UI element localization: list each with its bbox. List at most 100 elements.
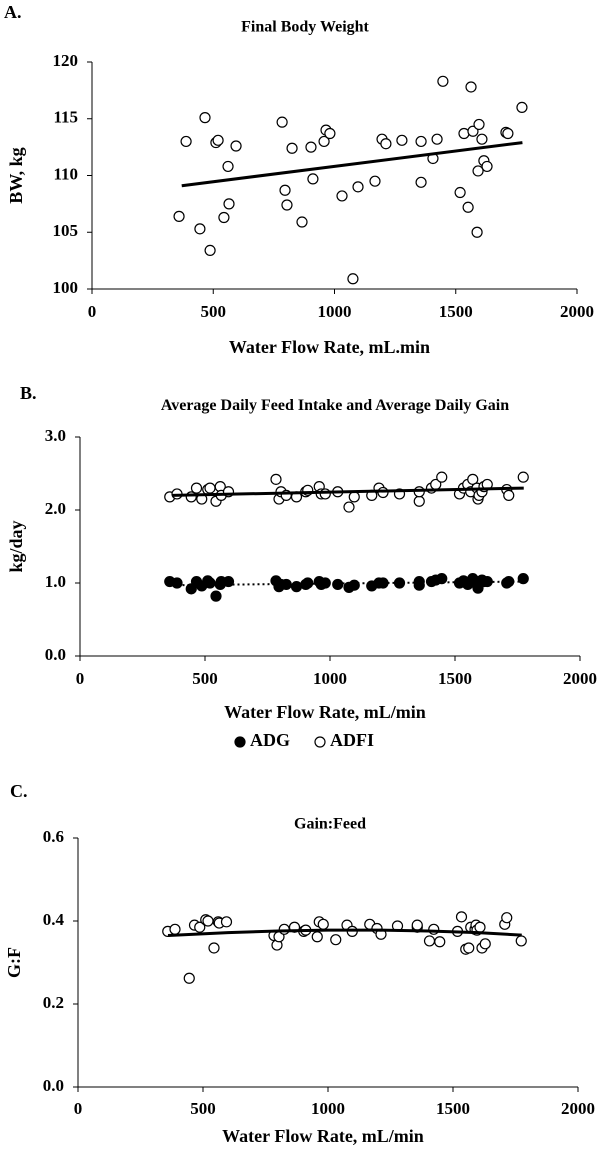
data-point — [220, 916, 233, 928]
data-point — [194, 223, 206, 235]
data-point — [212, 134, 224, 146]
data-point — [465, 81, 477, 93]
data-point — [307, 173, 319, 185]
data-point — [413, 495, 425, 507]
trend-line — [172, 486, 524, 497]
data-point — [380, 138, 392, 150]
x-axis-label: Water Flow Rate, mL/min — [222, 1126, 424, 1146]
data-point — [472, 165, 484, 177]
data-point — [330, 934, 342, 946]
x-tick-label: 500 — [192, 669, 218, 688]
data-point — [423, 935, 436, 947]
x-tick-label: 1500 — [439, 302, 473, 321]
y-tick-label: 120 — [53, 51, 79, 70]
data-point — [516, 101, 528, 114]
data-point — [415, 135, 427, 148]
data-point — [369, 175, 381, 187]
data-point — [204, 577, 216, 589]
data-point — [481, 160, 493, 173]
data-point — [208, 942, 220, 954]
data-point — [204, 482, 216, 494]
data-point — [458, 127, 470, 140]
data-point — [202, 915, 214, 927]
data-point — [230, 140, 242, 152]
data-point — [279, 184, 291, 196]
y-tick-label: 110 — [53, 164, 78, 183]
x-tick-label: 500 — [201, 302, 227, 321]
data-point — [463, 942, 475, 954]
data-point — [199, 112, 211, 124]
data-point — [270, 473, 282, 485]
data-point — [436, 573, 448, 585]
data-point — [348, 491, 360, 503]
data-point — [319, 488, 331, 500]
trend-line — [167, 928, 522, 938]
x-tick-label: 0 — [88, 302, 97, 321]
data-point — [223, 198, 235, 210]
data-point — [311, 931, 323, 943]
legend-marker — [314, 736, 326, 748]
data-point — [503, 489, 515, 501]
data-point — [415, 176, 427, 188]
x-tick-label: 1000 — [313, 669, 347, 688]
data-point — [348, 579, 360, 591]
data-point — [324, 127, 336, 140]
data-point — [218, 211, 230, 224]
data-point — [286, 142, 298, 154]
y-tick-label: 105 — [53, 221, 79, 240]
chart-title: Final Body Weight — [241, 19, 369, 36]
data-point — [481, 575, 493, 588]
data-point — [194, 921, 206, 933]
data-point — [222, 160, 234, 173]
data-point — [336, 190, 348, 202]
y-tick-label: 0.6 — [43, 827, 64, 846]
data-point — [467, 473, 479, 485]
legend-label: ADG — [250, 730, 290, 750]
data-point — [471, 226, 483, 238]
data-point — [517, 573, 529, 585]
data-point — [204, 244, 216, 257]
data-point — [454, 186, 466, 199]
y-tick-label: 2.0 — [45, 499, 66, 518]
x-tick-label: 1500 — [438, 669, 472, 688]
panel-label: B. — [20, 383, 37, 403]
y-tick-label: 0.2 — [43, 993, 64, 1012]
y-tick-label: 0.0 — [45, 645, 66, 664]
y-axis-label: BW, kg — [6, 147, 26, 203]
data-point — [437, 75, 449, 87]
data-point — [169, 923, 181, 935]
data-point — [396, 134, 408, 146]
data-point — [428, 923, 440, 935]
y-tick-label: 0.4 — [43, 910, 65, 929]
y-axis-label: kg/day — [6, 520, 26, 572]
x-axis-label: Water Flow Rate, mL/min — [224, 702, 426, 722]
x-axis-label: Water Flow Rate, mL.min — [229, 337, 430, 357]
y-tick-label: 0.0 — [43, 1076, 64, 1095]
data-point — [413, 575, 425, 588]
data-point — [183, 972, 195, 984]
data-point — [474, 921, 486, 933]
data-point — [476, 133, 488, 145]
x-tick-label: 2000 — [561, 1099, 595, 1118]
data-point — [319, 577, 331, 589]
data-point — [281, 199, 293, 211]
x-tick-label: 1500 — [436, 1099, 470, 1118]
data-point — [296, 216, 308, 228]
title-box: Average Daily Feed Intake and Average Da… — [160, 397, 510, 414]
data-point — [502, 127, 514, 140]
data-point — [222, 575, 235, 588]
data-point — [347, 273, 359, 285]
chart-title: Average Daily Feed Intake and Average Da… — [160, 397, 510, 414]
data-point — [173, 210, 185, 222]
data-point — [171, 577, 183, 589]
x-tick-label: 2000 — [560, 302, 594, 321]
panel-label: C. — [10, 781, 28, 801]
data-point — [210, 590, 222, 602]
data-point — [305, 141, 317, 153]
data-point — [352, 181, 364, 193]
data-point — [501, 912, 513, 924]
y-tick-label: 100 — [53, 278, 79, 297]
x-tick-label: 1000 — [318, 302, 352, 321]
data-point — [515, 935, 527, 947]
